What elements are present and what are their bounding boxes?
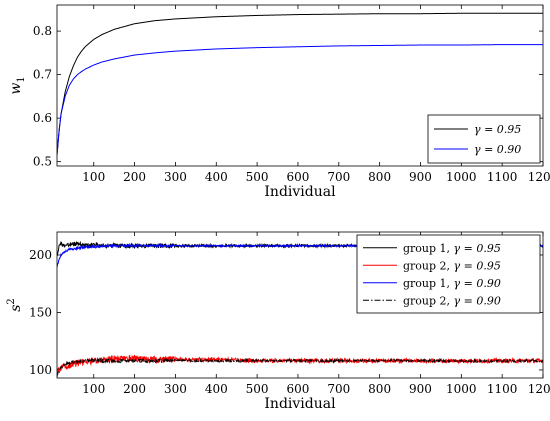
legend-series-name: γ = 0.95 bbox=[474, 123, 521, 136]
x-tick-label: 300 bbox=[164, 170, 187, 184]
x-tick-label: 100 bbox=[82, 170, 105, 184]
y-tick-label: 100 bbox=[29, 363, 52, 377]
legend-entry: group 1, γ = 0.90 bbox=[403, 277, 501, 290]
x-tick-label: 600 bbox=[287, 382, 310, 396]
y-axis-label-main: w bbox=[8, 83, 24, 95]
x-tick-label: 500 bbox=[246, 170, 269, 184]
legend-series-name: γ = 0.95 bbox=[454, 242, 501, 255]
y-axis-label: w1 bbox=[8, 76, 27, 94]
y-tick-label: 200 bbox=[29, 248, 52, 262]
y-axis-label-subscript: 1 bbox=[16, 76, 27, 82]
x-tick-label: 600 bbox=[287, 170, 310, 184]
x-tick-label: 500 bbox=[246, 382, 269, 396]
x-tick-label: 800 bbox=[368, 382, 391, 396]
x-axis-label: Individual bbox=[264, 396, 336, 412]
x-tick-label: 1100 bbox=[487, 382, 518, 396]
legend-entry: γ = 0.90 bbox=[474, 143, 521, 156]
y-tick-label: 0.8 bbox=[33, 24, 52, 38]
x-tick-label: 700 bbox=[327, 382, 350, 396]
x-tick-label: 900 bbox=[409, 170, 432, 184]
y-tick-label: 0.6 bbox=[33, 111, 52, 125]
legend-series-name: γ = 0.95 bbox=[454, 259, 501, 272]
x-tick-label: 200 bbox=[123, 382, 146, 396]
x-tick-label: 1100 bbox=[487, 170, 518, 184]
legend-series-name: γ = 0.90 bbox=[474, 143, 521, 156]
x-tick-label: 700 bbox=[327, 170, 350, 184]
legend-group-label: group 1, bbox=[403, 242, 454, 255]
legend-series-name: γ = 0.90 bbox=[454, 277, 501, 290]
y-axis-label-superscript: 2 bbox=[6, 298, 17, 304]
series-line-1 bbox=[57, 44, 543, 156]
legend-group-label: group 2, bbox=[403, 294, 454, 307]
x-tick-label: 900 bbox=[409, 382, 432, 396]
series-line-0 bbox=[57, 12, 543, 156]
legend-entry: group 2, γ = 0.90 bbox=[403, 294, 501, 307]
legend-group-label: group 2, bbox=[403, 259, 454, 272]
x-tick-label: 200 bbox=[123, 170, 146, 184]
legend-series-name: γ = 0.90 bbox=[454, 294, 501, 307]
y-tick-label: 0.7 bbox=[33, 68, 52, 82]
x-tick-label: 400 bbox=[205, 170, 228, 184]
y-tick-label: 0.5 bbox=[33, 155, 52, 169]
y-tick-label: 150 bbox=[29, 305, 52, 319]
y-axis-label: s2 bbox=[6, 298, 24, 312]
legend-entry: group 1, γ = 0.95 bbox=[403, 242, 501, 255]
legend-box bbox=[427, 114, 541, 164]
x-tick-label: 400 bbox=[205, 382, 228, 396]
x-tick-label: 1000 bbox=[446, 382, 477, 396]
x-tick-label: 100 bbox=[82, 382, 105, 396]
x-tick-label: 1000 bbox=[446, 170, 477, 184]
x-tick-label: 800 bbox=[368, 170, 391, 184]
x-tick-label: 300 bbox=[164, 382, 187, 396]
y-axis-label-main: s bbox=[8, 305, 24, 312]
x-axis-label: Individual bbox=[264, 184, 336, 200]
legend-group-label: group 1, bbox=[403, 277, 454, 290]
legend: γ = 0.95 γ = 0.90 bbox=[427, 114, 541, 164]
legend-entry: group 2, γ = 0.95 bbox=[403, 259, 501, 272]
legend-entry: γ = 0.95 bbox=[474, 123, 521, 136]
series-line-3 bbox=[57, 357, 543, 378]
